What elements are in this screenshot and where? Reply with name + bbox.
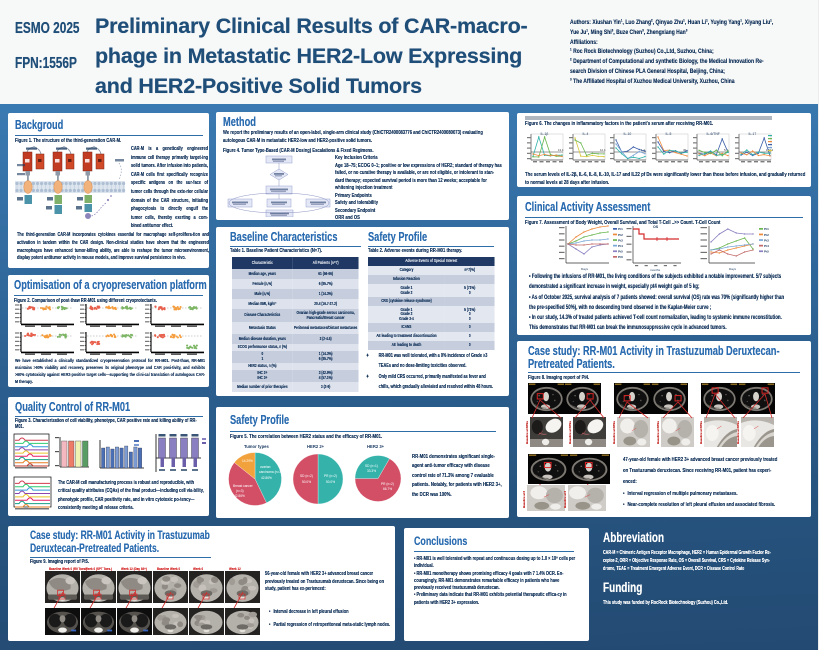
svg-text:carcinoma (n=3): carcinoma (n=3) <box>259 470 282 474</box>
svg-text:HER2 3+: HER2 3+ <box>367 444 385 449</box>
svg-text:HER2 2+: HER2 2+ <box>307 444 325 449</box>
svg-text:Pt1: Pt1 <box>618 227 623 231</box>
svg-text:Days: Days <box>581 267 589 271</box>
svg-text:5.7: 5.7 <box>724 148 728 152</box>
svg-text:IL-10: IL-10 <box>624 132 632 136</box>
svg-text:1.4: 1.4 <box>641 148 645 152</box>
svg-text:SD (n=1): SD (n=1) <box>365 464 378 468</box>
svg-text:Pt2: Pt2 <box>764 233 769 237</box>
svg-text:49: 49 <box>683 148 687 152</box>
svg-text:IL-6/TNF: IL-6/TNF <box>707 132 720 136</box>
svg-text:(n=3): (n=3) <box>236 489 244 493</box>
svg-text:50.0%: 50.0% <box>326 480 335 484</box>
svg-text:PR (n=2): PR (n=2) <box>381 482 394 486</box>
svg-text:SD (n=2): SD (n=2) <box>300 474 313 478</box>
svg-text:42.86%: 42.86% <box>234 494 245 498</box>
svg-text:Pt1: Pt1 <box>764 227 769 231</box>
svg-text:IL-5: IL-5 <box>665 132 671 136</box>
svg-text:PR (n=2): PR (n=2) <box>324 474 337 478</box>
svg-text:12.4: 12.4 <box>600 148 606 152</box>
svg-text:months: months <box>650 268 661 272</box>
svg-text:42.86%: 42.86% <box>261 476 272 480</box>
svg-text:Pt6: Pt6 <box>618 255 623 259</box>
svg-text:IL-1β: IL-1β <box>541 132 549 136</box>
svg-text:Tumor types: Tumor types <box>244 444 269 449</box>
svg-text:13.4: 13.4 <box>558 148 564 152</box>
svg-text:IL-4: IL-4 <box>582 132 588 136</box>
svg-text:50.0%: 50.0% <box>302 480 311 484</box>
svg-text:Pt3: Pt3 <box>764 238 769 242</box>
svg-text:Breast cancer: Breast cancer <box>233 484 254 488</box>
svg-text:66.7%: 66.7% <box>383 487 392 491</box>
svg-text:33.3%: 33.3% <box>367 469 376 473</box>
svg-text:Pt5: Pt5 <box>764 250 769 254</box>
svg-text:Pt4: Pt4 <box>764 244 769 248</box>
svg-text:Pt5: Pt5 <box>618 250 623 254</box>
svg-text:14.29%: 14.29% <box>242 459 253 463</box>
svg-text:IL-17: IL-17 <box>748 132 756 136</box>
svg-text:Pt2: Pt2 <box>618 233 623 237</box>
svg-text:Pt3: Pt3 <box>618 238 623 242</box>
svg-text:Pt4: Pt4 <box>618 244 623 248</box>
svg-text:OS: OS <box>653 225 659 229</box>
svg-text:Days: Days <box>729 267 737 271</box>
svg-text:ovarian: ovarian <box>260 465 271 469</box>
